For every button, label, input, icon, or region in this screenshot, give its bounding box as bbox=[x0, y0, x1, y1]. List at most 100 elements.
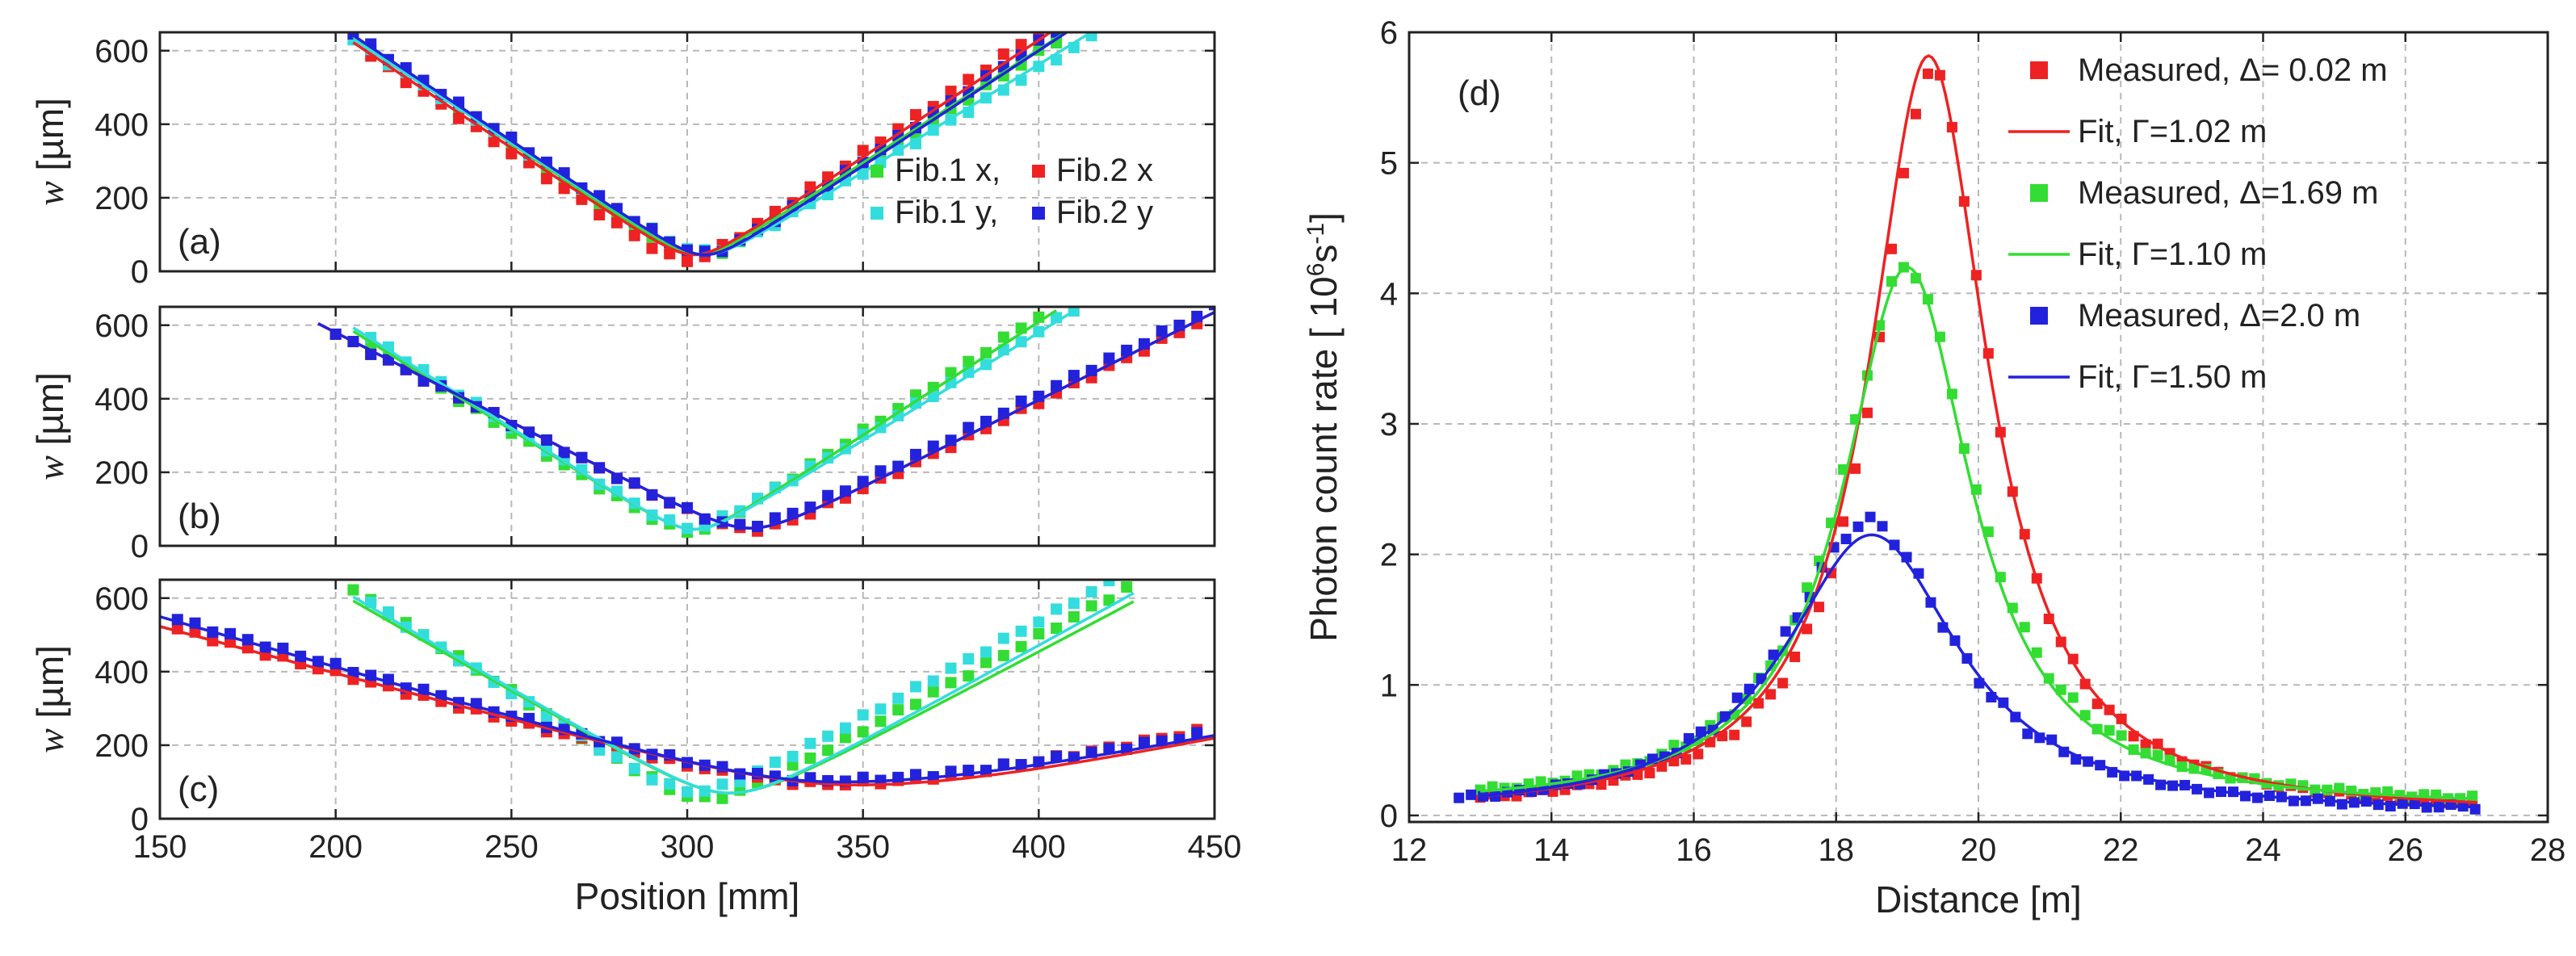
legend-label: Fib.1 x, bbox=[895, 153, 1001, 188]
data-point bbox=[1765, 689, 1777, 700]
ticks: 0 200 400 600 bbox=[94, 32, 1216, 290]
data-point bbox=[909, 681, 921, 693]
data-point bbox=[610, 751, 623, 763]
legend-label: Fib.1 y, bbox=[895, 195, 998, 230]
data-point bbox=[1103, 594, 1115, 606]
panel-label: (d) bbox=[1458, 73, 1501, 113]
legend: Fib.1 x, Fib.2 x Fib.1 y, Fib.2 y bbox=[871, 153, 1153, 230]
x-tick-label: 400 bbox=[1012, 829, 1066, 865]
legend-marker bbox=[871, 207, 883, 220]
plot-frame bbox=[158, 578, 1216, 820]
data-point bbox=[839, 732, 851, 744]
y-tick-label: 0 bbox=[1380, 799, 1398, 834]
panel-b: 0 200 400 600 (b) w [µm] bbox=[29, 305, 1216, 564]
x-tick-label: 150 bbox=[133, 829, 187, 865]
plot-area bbox=[347, 32, 1097, 267]
y-axis-label-unit: [µm] bbox=[29, 98, 71, 181]
y-tick-label: 0 bbox=[131, 802, 149, 837]
data-point bbox=[945, 677, 957, 689]
data-point bbox=[1068, 598, 1080, 610]
data-point bbox=[347, 584, 359, 596]
data-point bbox=[1777, 677, 1789, 689]
series-markers bbox=[365, 32, 1045, 267]
legend-marker bbox=[2030, 307, 2048, 325]
data-point bbox=[1922, 68, 1933, 79]
data-point bbox=[2043, 673, 2054, 684]
data-point bbox=[1668, 740, 1680, 751]
legend-label: Fit, Γ=1.10 m bbox=[2078, 237, 2267, 272]
series-markers bbox=[329, 307, 1215, 532]
plot-area bbox=[160, 580, 1215, 804]
series-markers bbox=[1475, 262, 2478, 804]
data-point bbox=[997, 331, 1009, 343]
data-point bbox=[628, 762, 640, 774]
data-point bbox=[1680, 753, 1692, 765]
y-axis-label-symbol: w bbox=[30, 181, 71, 206]
y-tick-label: 400 bbox=[94, 107, 149, 143]
data-point bbox=[1051, 603, 1063, 615]
fit-line bbox=[352, 32, 1070, 257]
x-tick-label: 14 bbox=[1533, 832, 1570, 868]
fit-line bbox=[160, 615, 1215, 784]
legend-label: Measured, Δ=1.69 m bbox=[2078, 175, 2378, 211]
data-point bbox=[1814, 602, 1825, 613]
legend-label: Measured, Δ=2.0 m bbox=[2078, 298, 2360, 333]
y-tick-label: 600 bbox=[94, 34, 149, 69]
fit-line bbox=[352, 32, 1054, 257]
data-point bbox=[909, 448, 921, 460]
y-tick-label: 4 bbox=[1380, 276, 1398, 312]
data-point bbox=[2104, 725, 2115, 736]
data-point bbox=[682, 255, 693, 267]
data-point bbox=[997, 48, 1009, 60]
data-point bbox=[540, 711, 552, 723]
data-point bbox=[540, 173, 552, 185]
x-tick-label: 18 bbox=[1819, 832, 1855, 868]
x-axis-label: Distance [m] bbox=[1875, 878, 2082, 920]
data-point bbox=[1838, 516, 1849, 527]
x-axis-label: Position [mm] bbox=[575, 875, 800, 917]
data-point bbox=[646, 774, 658, 786]
data-point bbox=[963, 653, 975, 665]
legend-label: Fit, Γ=1.50 m bbox=[2078, 359, 2267, 395]
data-point bbox=[594, 208, 606, 220]
data-point bbox=[945, 86, 957, 98]
y-axis-label-unit: [µm] bbox=[29, 372, 71, 455]
data-point bbox=[1840, 534, 1852, 545]
data-point bbox=[997, 758, 1009, 770]
y-tick-label: 1 bbox=[1380, 668, 1398, 703]
fit-line bbox=[317, 310, 1215, 530]
y-axis-label: w [µm] bbox=[29, 645, 71, 753]
data-point bbox=[857, 726, 869, 738]
legend-label: Fib.2 y bbox=[1056, 195, 1153, 230]
y-axis-label-superscript: 6 bbox=[1303, 263, 1329, 277]
data-point bbox=[909, 109, 921, 121]
data-point bbox=[1015, 395, 1027, 407]
y-axis-label-part: Photon count rate [ 10 bbox=[1303, 276, 1345, 642]
data-point bbox=[980, 646, 992, 658]
data-point bbox=[1802, 582, 1813, 593]
legend-label: Fit, Γ=1.02 m bbox=[2078, 114, 2267, 149]
x-tick-label: 26 bbox=[2388, 832, 2424, 868]
data-point bbox=[1085, 600, 1097, 612]
data-point bbox=[1156, 325, 1168, 337]
y-tick-label: 400 bbox=[94, 655, 149, 690]
data-point bbox=[1865, 511, 1876, 522]
data-point bbox=[1693, 748, 1704, 760]
legend-marker bbox=[2030, 61, 2048, 79]
data-point bbox=[875, 715, 887, 727]
data-point bbox=[664, 778, 676, 790]
data-point bbox=[787, 750, 799, 762]
data-point bbox=[1852, 521, 1864, 532]
data-point bbox=[857, 145, 869, 157]
y-axis-label-symbol: w bbox=[30, 728, 71, 753]
data-point bbox=[1889, 539, 1900, 551]
y-tick-label: 5 bbox=[1380, 146, 1398, 182]
data-point bbox=[927, 440, 939, 452]
legend-label: Fib.2 x bbox=[1056, 153, 1153, 188]
x-tick-label: 28 bbox=[2530, 832, 2566, 868]
data-point bbox=[1729, 729, 1740, 740]
